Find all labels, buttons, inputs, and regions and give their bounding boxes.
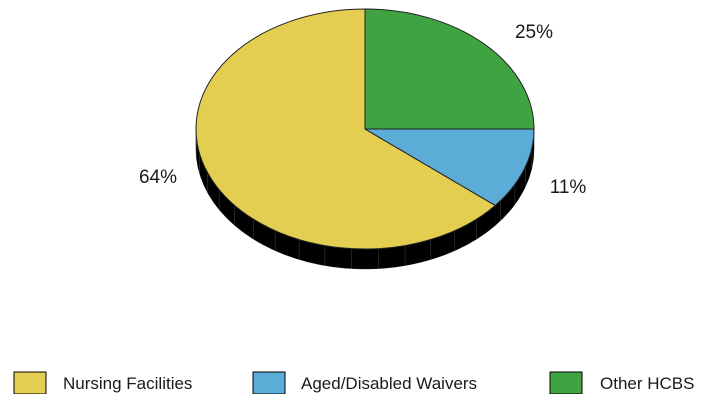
slice-label-other-hcbs: 25% — [515, 22, 553, 43]
legend-label-nursing-facilities: Nursing Facilities — [63, 374, 192, 393]
legend: Nursing Facilities Aged/Disabled Waivers… — [13, 371, 694, 394]
pie-slice-nursing-facilities — [195, 8, 496, 250]
slice-label-aged-disabled-waivers: 11% — [550, 177, 587, 198]
pie-layer — [195, 8, 535, 270]
pie-slice-other-hcbs — [364, 8, 535, 130]
legend-swatch-aged-disabled-waivers — [252, 371, 286, 394]
legend-label-other-hcbs: Other HCBS — [600, 374, 694, 393]
legend-swatch-nursing-facilities — [13, 371, 47, 394]
pie-slice-aged-disabled-waivers — [364, 128, 535, 206]
pie-labels: 64% 11% 25% — [139, 22, 586, 198]
slice-label-nursing-facilities: 64% — [139, 167, 177, 188]
legend-swatch-other-hcbs — [549, 371, 583, 394]
legend-label-aged-disabled-waivers: Aged/Disabled Waivers — [301, 374, 477, 393]
